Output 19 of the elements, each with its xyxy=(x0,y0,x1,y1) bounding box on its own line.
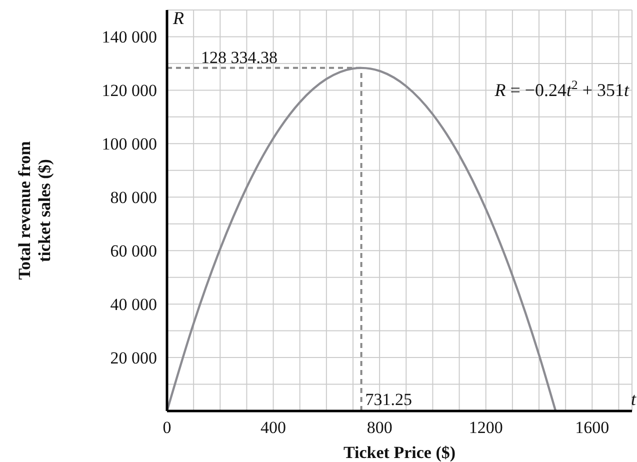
x-axis-title: Ticket Price ($) xyxy=(343,443,456,462)
annotation: R = −0.24t$^{2}$ + 351t xyxy=(494,78,630,100)
x-tick-label: 1600 xyxy=(575,418,610,437)
y-tick-label: 100 000 xyxy=(102,134,157,154)
annotation: R xyxy=(172,8,184,28)
y-tick-label: 20 000 xyxy=(110,348,157,368)
x-tick-label: 0 xyxy=(162,418,172,437)
x-tick-label: 800 xyxy=(366,418,392,437)
ref-line-label: 128 334.38 xyxy=(201,48,278,67)
annotation: t xyxy=(630,389,637,409)
y-axis-title: Total revenue from ticket sales ($) xyxy=(15,141,54,280)
x-tick-label: 1200 xyxy=(468,418,503,437)
x-tick-label: 400 xyxy=(260,418,286,437)
y-tick-label: 120 000 xyxy=(102,81,157,100)
y-tick-label: 60 000 xyxy=(110,242,157,261)
ref-line-label: 731.25 xyxy=(365,390,412,409)
y-tick-label: 140 000 xyxy=(102,28,157,47)
y-tick-label: 40 000 xyxy=(110,295,157,314)
y-tick-label: 80 000 xyxy=(110,188,157,208)
